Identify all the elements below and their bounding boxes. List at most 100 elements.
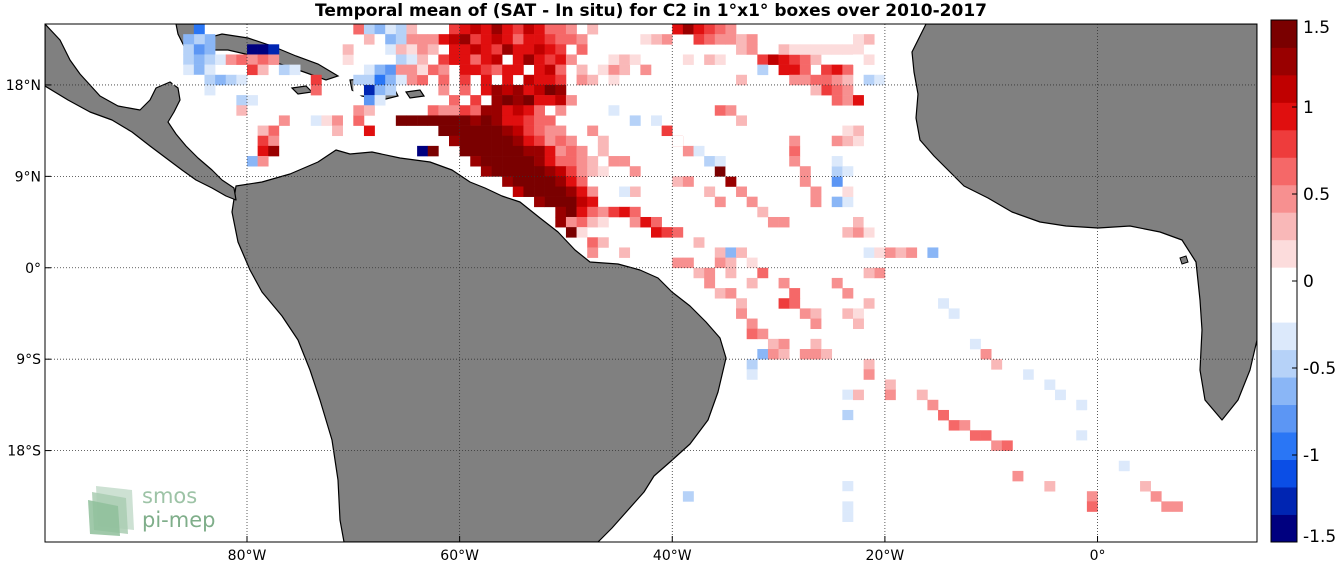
heatmap-cell [491,166,503,177]
heatmap-cell [555,216,567,228]
heatmap-cell [619,186,631,197]
heatmap-cell [874,247,886,258]
colorbar-ticks: 1.5 1 0.5 0 -0.5 -1 -1.5 [1292,18,1336,547]
heatmap-cell [799,74,811,86]
heatmap-cell [895,247,907,258]
colorbar-segment [1271,432,1297,460]
heatmap-cell [512,166,524,177]
heatmap-cell [438,34,450,45]
y-tick-label: 9°S [16,352,41,368]
heatmap-cell [534,44,545,55]
heatmap-cell [353,74,365,86]
heatmap-cell [502,84,514,96]
heatmap-cell [693,145,705,157]
heatmap-cell [565,145,577,157]
heatmap-cell [853,135,864,147]
heatmap-cell [523,166,535,177]
heatmap-cell [799,166,811,177]
heatmap-cell [363,95,375,106]
heatmap-cell [374,64,386,76]
heatmap-cell [863,247,875,258]
heatmap-cell [268,54,280,65]
heatmap-cell [629,166,641,177]
heatmap-cell [278,64,290,76]
heatmap-cell [480,24,492,35]
heatmap-cell [459,54,471,65]
heatmap-cell [204,34,216,45]
heatmap-cell [746,359,758,370]
heatmap-cell [565,24,577,35]
heatmap-cell [385,24,397,35]
heatmap-cell [597,216,609,228]
heatmap-cell [821,64,833,76]
heatmap-cell [736,298,747,309]
chart-title: Temporal mean of (SAT - In situ) for C2 … [315,1,987,21]
heatmap-cell [565,216,577,228]
heatmap-cell [438,125,450,137]
gridlines [45,24,1257,542]
heatmap-cell [704,267,716,279]
heatmap-cell [183,44,195,55]
heatmap-cell [725,34,737,45]
heatmap-cell [565,227,577,238]
heatmap-cell [661,34,673,45]
heatmap-cell [544,186,556,197]
heatmap-cell [512,64,524,76]
heatmap-cell [395,54,407,65]
heatmap-cell [587,166,599,177]
heatmap-cell [544,196,556,208]
heatmap-cell [491,135,503,147]
heatmap-cell [534,196,545,208]
heatmap-cell [385,44,397,55]
heatmap-cell [789,74,801,86]
heatmap-cell [555,105,567,116]
heatmap-cell [502,95,514,106]
heatmap-cell [512,125,524,137]
heatmap-cell [502,24,514,35]
heatmap-cell [491,105,503,116]
heatmap-cell [438,115,450,126]
heatmap-cell [565,95,577,106]
heatmap-cell [502,145,514,157]
heatmap-cell [544,64,556,76]
heatmap-cell [417,24,429,35]
heatmap-cell [502,135,514,147]
landmass-bioko [1179,255,1189,265]
heatmap-cell [736,115,747,126]
heatmap-cell [651,216,662,228]
heatmap-cell [512,145,524,157]
heatmap-cell [842,166,854,177]
heatmap-cell [555,64,567,76]
heatmap-cell [842,389,854,401]
heatmap-cell [810,74,822,86]
heatmap-cell [608,156,620,167]
heatmap-cell [863,74,875,86]
heatmap-cell [842,227,854,238]
heatmap-cell [491,95,503,106]
heatmap-cell [172,74,184,86]
heatmap-cell [725,257,737,269]
heatmap-cell [927,247,939,258]
heatmap-cell [491,125,503,137]
heatmap-cell [374,24,386,35]
heatmap-cell [512,105,524,116]
colorbar-segment [1271,514,1297,543]
heatmap-cell [449,105,460,116]
heatmap-cell [544,44,556,55]
heatmap-cell [363,34,375,45]
heatmap-cell [555,44,567,55]
heatmap-cell [1150,491,1162,502]
heatmap-cell [247,64,258,76]
heatmap-cell [725,166,737,177]
heatmap-cells [172,24,1183,522]
heatmap-cell [534,34,545,45]
heatmap-cell [789,44,801,55]
colorbar-tick-label: -1 [1303,446,1320,466]
heatmap-cell [512,24,524,35]
heatmap-cell [555,74,567,86]
heatmap-cell [842,125,854,137]
heatmap-cell [555,95,567,106]
heatmap-cell [714,156,726,167]
heatmap-cell [491,44,503,55]
heatmap-cell [491,145,503,157]
